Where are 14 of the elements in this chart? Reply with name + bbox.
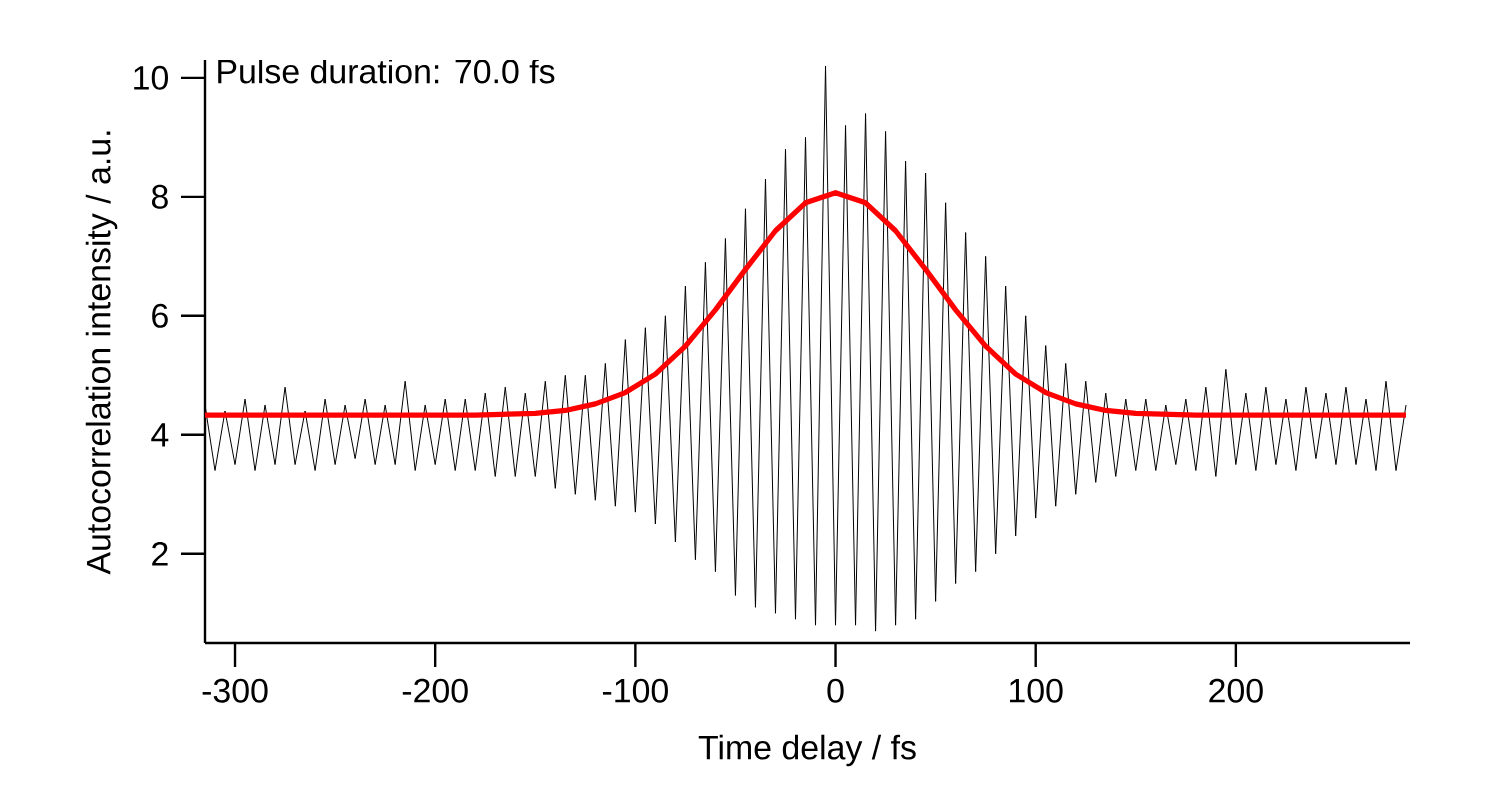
y-tick-label: 6 xyxy=(152,303,168,328)
x-tick-label: 200 xyxy=(1209,678,1263,703)
y-axis-title: Autocorrelation intensity / a.u. xyxy=(85,131,118,575)
y-tick-label: 4 xyxy=(151,423,169,447)
y-tick-label: 2 xyxy=(152,541,168,566)
y-tick-label: 10 xyxy=(134,65,168,90)
x-tick-label: 100 xyxy=(1010,678,1063,703)
annotation: Pulse duration: 70.0 fs xyxy=(218,58,555,84)
y-tick-label: 8 xyxy=(151,184,168,209)
x-tick-label: -300 xyxy=(202,678,268,703)
x-tick-label: 0 xyxy=(827,678,844,703)
x-axis-title: Time delay / fs xyxy=(698,734,916,767)
x-tick-label: -200 xyxy=(402,678,468,703)
x-tick-label: -100 xyxy=(602,678,668,703)
